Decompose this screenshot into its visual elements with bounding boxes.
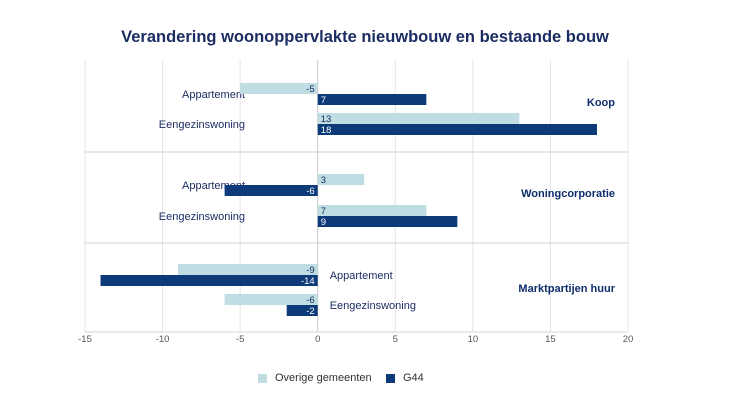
data-label: 13 xyxy=(321,114,332,125)
data-label: -5 xyxy=(306,84,314,95)
legend-swatch-overige xyxy=(258,373,267,383)
row-label: Eengezinswoning xyxy=(330,300,416,312)
row-label: Eengezinswoning xyxy=(159,119,245,131)
bar-overige-gemeenten xyxy=(178,264,318,275)
x-tick-label: 0 xyxy=(315,334,320,345)
data-label: -6 xyxy=(306,186,314,197)
data-label: 7 xyxy=(321,95,326,106)
bar-overige-gemeenten xyxy=(224,294,318,305)
group-label: Woningcorporatie xyxy=(521,188,615,200)
row-label: Appartement xyxy=(330,270,393,282)
data-label: 7 xyxy=(321,206,326,217)
data-label: 3 xyxy=(321,175,326,186)
x-tick-label: 10 xyxy=(468,334,479,345)
bar-g44 xyxy=(100,275,318,286)
legend-swatch-g44 xyxy=(386,373,395,383)
data-label: -6 xyxy=(306,295,314,306)
data-label: -2 xyxy=(306,306,314,317)
x-tick-label: 5 xyxy=(393,334,398,345)
x-tick-label: -15 xyxy=(78,334,92,345)
bar-g44 xyxy=(224,185,318,196)
data-label: -9 xyxy=(306,265,314,276)
data-label: 18 xyxy=(321,125,332,136)
legend-label-g44: G44 xyxy=(403,372,424,384)
bar-g44 xyxy=(286,305,318,316)
bar-g44 xyxy=(317,94,427,105)
data-label: -14 xyxy=(301,276,315,287)
row-label: Eengezinswoning xyxy=(159,211,245,223)
bar-overige-gemeenten xyxy=(240,83,318,94)
legend: Overige gemeenten G44 xyxy=(0,372,730,392)
row-label: Appartement xyxy=(182,89,245,101)
x-tick-label: 15 xyxy=(545,334,556,345)
legend-item-g44: G44 xyxy=(386,372,424,384)
bar-overige-gemeenten xyxy=(317,113,520,124)
bar-g44 xyxy=(317,216,458,227)
chart-title: Verandering woonoppervlakte nieuwbouw en… xyxy=(121,28,609,46)
bar-overige-gemeenten xyxy=(317,174,365,185)
bar-g44 xyxy=(317,124,597,135)
x-tick-label: 20 xyxy=(623,334,634,345)
x-tick-label: -10 xyxy=(156,334,170,345)
bar-overige-gemeenten xyxy=(317,205,427,216)
group-label: Koop xyxy=(587,97,615,109)
legend-item-overige: Overige gemeenten xyxy=(258,372,372,384)
x-tick-label: -5 xyxy=(236,334,244,345)
legend-label-overige: Overige gemeenten xyxy=(275,372,372,384)
group-label: Marktpartijen huur xyxy=(518,283,615,295)
data-label: 9 xyxy=(321,217,326,228)
